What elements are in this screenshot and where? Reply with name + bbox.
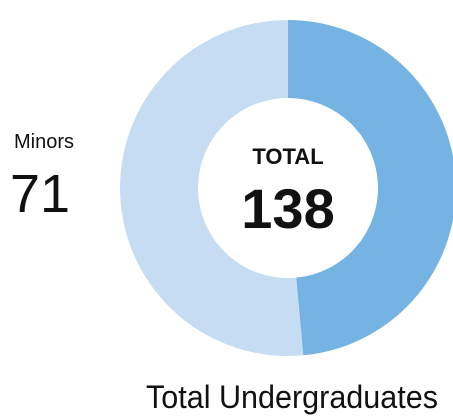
- donut: [120, 20, 453, 356]
- donut-segment: [120, 20, 304, 356]
- value-label: 71: [10, 164, 70, 224]
- center-label: TOTAL: [252, 144, 323, 169]
- center-total: 138: [241, 177, 334, 240]
- donut-segment: [288, 20, 453, 356]
- chart-title: Total Undergraduates: [146, 379, 438, 415]
- category-label: Minors: [14, 131, 74, 153]
